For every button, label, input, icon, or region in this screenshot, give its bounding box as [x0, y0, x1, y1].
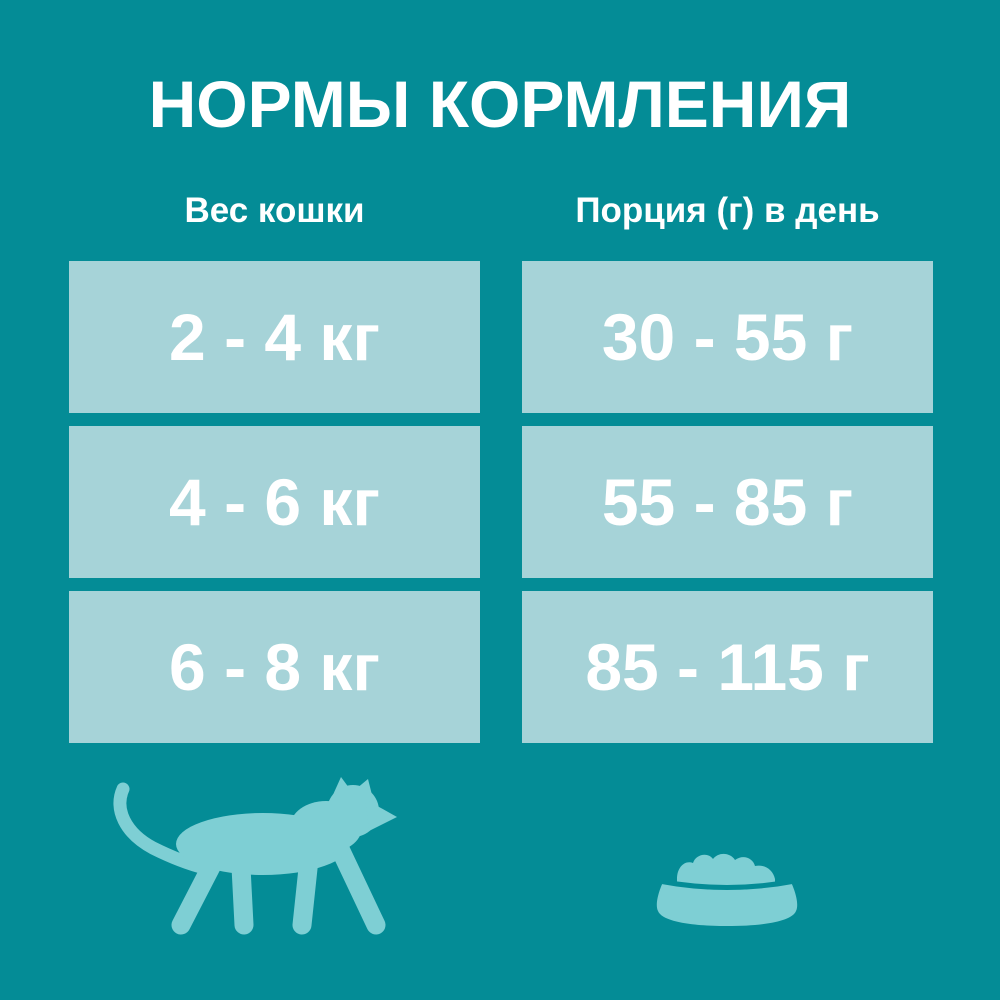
feeding-table: 2 - 4 кг 30 - 55 г 4 - 6 кг 55 - 85 г 6 … — [69, 261, 933, 743]
table-cell-weight-row3: 6 - 8 кг — [69, 591, 480, 743]
table-cell-weight-row2: 4 - 6 кг — [69, 426, 480, 578]
food-bowl-icon — [656, 853, 798, 926]
page-title: НОРМЫ КОРМЛЕНИЯ — [148, 67, 852, 141]
table-cell-portion-row3: 85 - 115 г — [522, 591, 933, 743]
table-cell-portion-row2: 55 - 85 г — [522, 426, 933, 578]
column-header-portion: Порция (г) в день — [575, 191, 880, 230]
cat-silhouette-icon — [113, 777, 397, 935]
table-cell-weight-row1: 2 - 4 кг — [69, 261, 480, 413]
column-header-weight: Вес кошки — [184, 191, 365, 230]
table-cell-portion-row1: 30 - 55 г — [522, 261, 933, 413]
